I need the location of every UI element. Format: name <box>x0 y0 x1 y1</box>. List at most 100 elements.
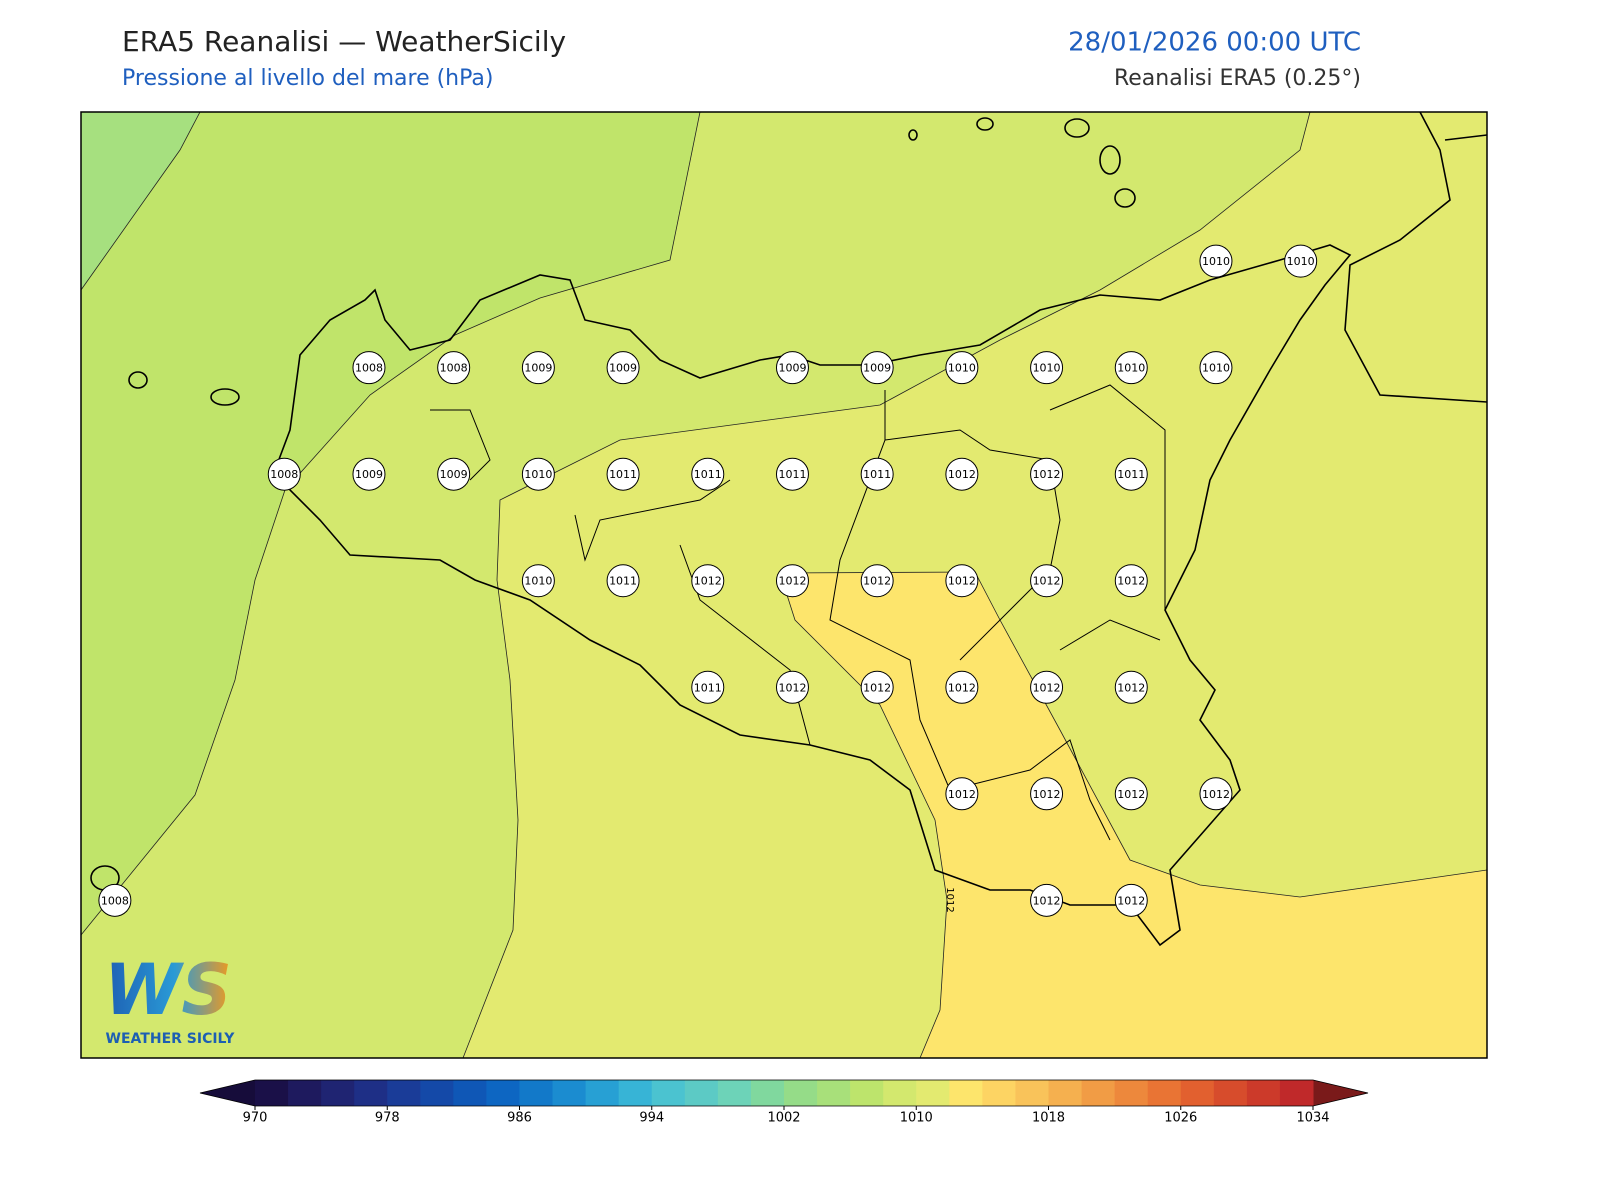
station-marker <box>691 564 725 598</box>
station-value: 1011 <box>778 468 806 481</box>
colorbar-segment <box>354 1080 388 1106</box>
colorbar-segment <box>982 1080 1016 1106</box>
stations: 1010 1010 1008 1008 1009 1009 1009 1009 1010 1010… <box>98 244 1318 917</box>
station-marker <box>860 564 894 598</box>
colorbar-under <box>200 1080 255 1106</box>
station-value: 1012 <box>1033 468 1061 481</box>
station-marker <box>606 351 640 385</box>
station-marker <box>1030 457 1064 491</box>
station-marker <box>1114 883 1148 917</box>
station-value: 1011 <box>863 468 891 481</box>
station-marker <box>521 564 555 598</box>
colorbar-segment <box>883 1080 917 1106</box>
station-marker <box>860 670 894 704</box>
station-marker <box>691 670 725 704</box>
colorbar-segment <box>1048 1080 1083 1106</box>
colorbar-segment <box>750 1080 785 1106</box>
colorbar-tick-label: 1026 <box>1164 1111 1197 1126</box>
station-marker <box>352 351 386 385</box>
station-value: 1010 <box>948 362 976 375</box>
colorbar-segment <box>717 1080 752 1106</box>
province-borders <box>430 384 1166 841</box>
colorbar-segment <box>684 1080 719 1106</box>
station-value: 1008 <box>101 894 129 907</box>
station-value: 1009 <box>778 362 806 375</box>
station-value: 1011 <box>609 468 637 481</box>
colorbar-tick-label: 1002 <box>767 1111 800 1126</box>
station-value: 1012 <box>1033 788 1061 801</box>
station-marker <box>1114 670 1148 704</box>
colorbar: 970 978 986 994 1002 1010 1018 1026 1034 <box>199 1079 1369 1126</box>
station-value: 1012 <box>1033 681 1061 694</box>
station-marker <box>775 457 809 491</box>
station-value: 1010 <box>1202 255 1230 268</box>
station-marker <box>860 351 894 385</box>
station-marker <box>1114 457 1148 491</box>
colorbar-tick-label: 986 <box>507 1111 532 1126</box>
colorbar-tick-label: 1034 <box>1296 1111 1329 1126</box>
station-marker <box>1199 777 1233 811</box>
station-marker <box>945 670 979 704</box>
station-marker <box>1284 244 1318 278</box>
station-marker <box>521 457 555 491</box>
station-value: 1008 <box>355 362 383 375</box>
station-marker <box>775 564 809 598</box>
station-value: 1012 <box>1117 788 1145 801</box>
station-value: 1010 <box>524 468 552 481</box>
station-value: 1010 <box>1202 362 1230 375</box>
colorbar-segment <box>850 1080 884 1106</box>
colorbar-segment <box>1246 1080 1281 1106</box>
station-value: 1012 <box>1202 788 1230 801</box>
coastline <box>90 112 1487 947</box>
colorbar-segment <box>1081 1080 1116 1106</box>
station-marker <box>945 777 979 811</box>
colorbar-segment <box>1147 1080 1182 1106</box>
map-frame <box>80 111 1488 1059</box>
subtitle: Pressione al livello del mare (hPa) <box>122 66 493 91</box>
station-value: 1010 <box>524 575 552 588</box>
source: Reanalisi ERA5 (0.25°) <box>1114 66 1361 91</box>
station-marker <box>945 351 979 385</box>
logo-mark: WS <box>104 949 232 1031</box>
colorbar-segment <box>1015 1080 1049 1106</box>
station-marker <box>98 883 132 917</box>
station-value: 1009 <box>863 362 891 375</box>
station-value: 1011 <box>694 468 722 481</box>
station-value: 1008 <box>270 468 298 481</box>
colorbar-segment <box>1180 1080 1215 1106</box>
station-value: 1012 <box>1117 681 1145 694</box>
colorbar-segment <box>949 1080 983 1106</box>
datetime: 28/01/2026 00:00 UTC <box>1068 28 1361 58</box>
colorbar-tick-label: 1018 <box>1032 1111 1065 1126</box>
colorbar-segment <box>321 1080 355 1106</box>
station-value: 1011 <box>694 681 722 694</box>
colorbar-segment <box>1114 1080 1149 1106</box>
field-1006 <box>81 112 700 935</box>
station-marker <box>1030 670 1064 704</box>
colorbar-segment <box>1213 1080 1248 1106</box>
station-value: 1012 <box>863 575 891 588</box>
colorbar-tick-label: 994 <box>639 1111 664 1126</box>
logo-name: WEATHER SICILY <box>106 1031 236 1047</box>
station-marker <box>775 351 809 385</box>
station-value: 1009 <box>440 468 468 481</box>
station-value: 1008 <box>440 362 468 375</box>
station-value: 1009 <box>524 362 552 375</box>
colorbar-segment <box>255 1080 289 1106</box>
station-marker <box>860 457 894 491</box>
station-value: 1011 <box>609 575 637 588</box>
station-marker <box>1114 351 1148 385</box>
colorbar-over <box>1313 1080 1368 1106</box>
station-marker <box>437 351 471 385</box>
colorbar-segment <box>387 1080 421 1106</box>
station-value: 1012 <box>1117 575 1145 588</box>
station-marker <box>691 457 725 491</box>
station-value: 1010 <box>1033 362 1061 375</box>
colorbar-tick-label: 1010 <box>900 1111 933 1126</box>
station-value: 1012 <box>948 575 976 588</box>
colorbar-segment <box>552 1080 587 1106</box>
station-value: 1012 <box>948 681 976 694</box>
contours <box>81 112 1487 1058</box>
station-marker <box>352 457 386 491</box>
